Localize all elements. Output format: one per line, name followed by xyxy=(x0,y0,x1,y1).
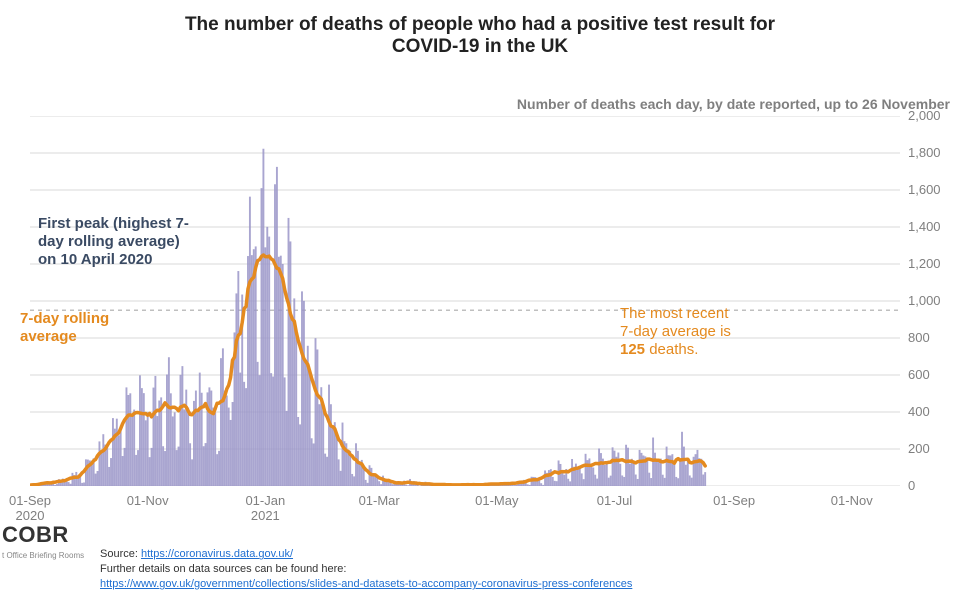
y-tick-label: 600 xyxy=(908,367,930,382)
annotation-most-recent: The most recent 7-day average is 125 dea… xyxy=(620,305,731,359)
y-tick-label: 1,200 xyxy=(908,256,941,271)
x-tick-label: 01-Jan 2021 xyxy=(225,494,305,524)
y-tick-label: 0 xyxy=(908,478,915,493)
chart-subtitle: Number of deaths each day, by date repor… xyxy=(517,96,950,112)
x-tick-label: 01-Jul xyxy=(575,494,655,509)
source-link-1[interactable]: https://coronavirus.data.gov.uk/ xyxy=(141,548,293,560)
x-tick-label: 01-Nov xyxy=(812,494,892,509)
cobr-logo-subtitle: t Office Briefing Rooms xyxy=(2,551,84,560)
y-tick-label: 2,000 xyxy=(908,108,941,123)
cobr-logo-text: COBR xyxy=(2,522,69,547)
y-tick-label: 1,800 xyxy=(908,145,941,160)
y-tick-label: 200 xyxy=(908,441,930,456)
y-tick-label: 1,400 xyxy=(908,219,941,234)
annotation-rolling-average: 7-day rolling average xyxy=(20,310,109,346)
chart-title: The number of deaths of people who had a… xyxy=(0,14,960,58)
x-tick-label: 01-Mar xyxy=(339,494,419,509)
source-label: Source: xyxy=(100,548,141,560)
y-tick-label: 400 xyxy=(908,404,930,419)
x-tick-label: 01-Sep xyxy=(694,494,774,509)
x-tick-label: 01-Sep 2020 xyxy=(0,494,70,524)
x-tick-label: 01-May xyxy=(457,494,537,509)
y-tick-label: 1,600 xyxy=(908,182,941,197)
source-block: Source: https://coronavirus.data.gov.uk/… xyxy=(100,547,632,592)
annotation-first-peak: First peak (highest 7- day rolling avera… xyxy=(38,215,189,269)
chart-plot xyxy=(30,116,900,486)
cobr-logo: COBR t Office Briefing Rooms xyxy=(2,524,84,562)
source-details-label: Further details on data sources can be f… xyxy=(100,563,346,575)
source-link-2[interactable]: https://www.gov.uk/government/collection… xyxy=(100,578,632,590)
y-tick-label: 800 xyxy=(908,330,930,345)
y-tick-label: 1,000 xyxy=(908,293,941,308)
x-tick-label: 01-Nov xyxy=(108,494,188,509)
